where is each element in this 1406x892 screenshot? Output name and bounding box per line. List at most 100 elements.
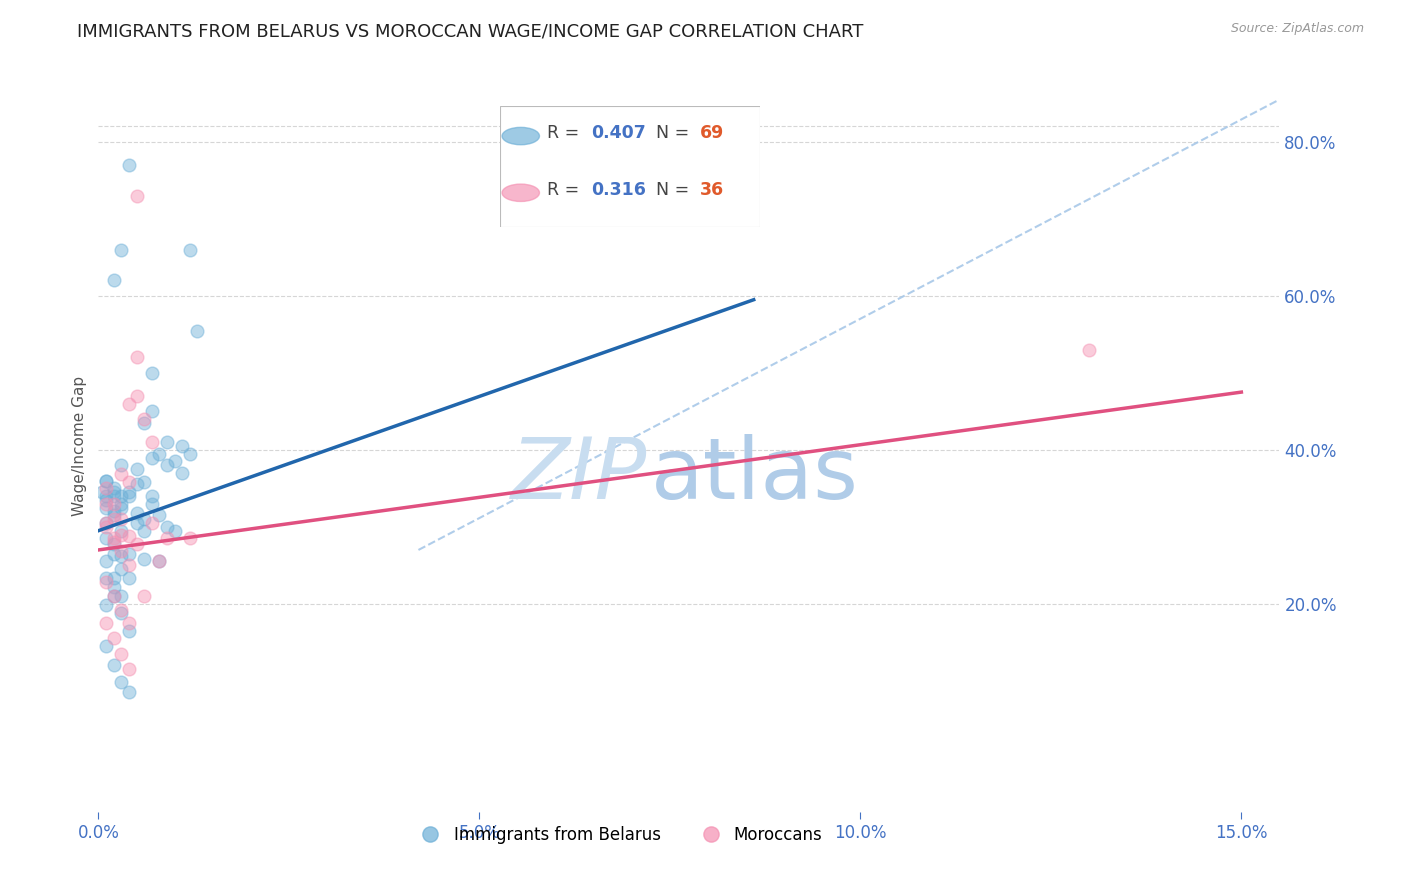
Point xyxy=(103,489,125,503)
Point xyxy=(148,554,170,568)
Point xyxy=(103,485,125,500)
Point xyxy=(125,462,148,476)
Point xyxy=(118,662,141,676)
Point xyxy=(141,497,163,511)
Point xyxy=(103,658,125,673)
Point xyxy=(141,489,163,503)
Point xyxy=(110,675,132,690)
Text: ZIP: ZIP xyxy=(512,434,648,516)
Point xyxy=(103,571,125,585)
Point xyxy=(125,506,148,520)
Point xyxy=(179,532,201,546)
Point xyxy=(118,489,141,503)
Point xyxy=(94,520,117,534)
Point xyxy=(103,504,125,518)
Point xyxy=(103,273,125,287)
Point xyxy=(179,447,201,461)
Point xyxy=(134,524,156,538)
Point xyxy=(179,243,201,257)
Point xyxy=(110,603,132,617)
Point xyxy=(134,475,156,490)
Text: atlas: atlas xyxy=(651,434,859,516)
Point xyxy=(94,481,117,495)
Point xyxy=(110,589,132,603)
Point xyxy=(125,537,148,551)
Point xyxy=(94,492,117,507)
Point xyxy=(103,481,125,495)
Point xyxy=(163,524,186,538)
Point xyxy=(103,497,125,511)
Point xyxy=(103,547,125,561)
Point xyxy=(156,520,179,534)
Point xyxy=(148,447,170,461)
Point xyxy=(148,554,170,568)
Point xyxy=(118,547,141,561)
Legend: Immigrants from Belarus, Moroccans: Immigrants from Belarus, Moroccans xyxy=(406,820,830,851)
Point xyxy=(118,685,141,699)
Point xyxy=(172,466,194,480)
Point xyxy=(103,535,125,549)
Point xyxy=(141,435,163,450)
Point xyxy=(118,529,141,543)
Point xyxy=(1078,343,1101,357)
Point xyxy=(141,404,163,418)
Point xyxy=(118,624,141,638)
Point xyxy=(141,516,163,530)
Point xyxy=(94,639,117,653)
Point xyxy=(125,477,148,491)
Point xyxy=(91,485,114,500)
Point xyxy=(94,599,117,613)
Point xyxy=(110,458,132,473)
Point xyxy=(94,489,117,503)
Point xyxy=(118,158,141,172)
Point xyxy=(110,562,132,576)
Point xyxy=(110,467,132,482)
Point xyxy=(94,500,117,515)
Point xyxy=(110,489,132,503)
Point xyxy=(110,500,132,515)
Point xyxy=(94,516,117,530)
Point xyxy=(94,571,117,585)
Point xyxy=(118,558,141,573)
Point xyxy=(156,435,179,450)
Point xyxy=(134,552,156,566)
Point xyxy=(94,575,117,590)
Point xyxy=(103,589,125,603)
Point xyxy=(118,616,141,631)
Point xyxy=(103,632,125,646)
Point xyxy=(110,527,132,541)
Point xyxy=(148,508,170,523)
Point xyxy=(103,580,125,594)
Point xyxy=(103,508,125,523)
Point xyxy=(118,397,141,411)
Point xyxy=(110,647,132,661)
Point xyxy=(103,512,125,526)
Point xyxy=(94,554,117,568)
Point xyxy=(94,532,117,546)
Text: Source: ZipAtlas.com: Source: ZipAtlas.com xyxy=(1230,22,1364,36)
Point xyxy=(110,512,132,526)
Point xyxy=(156,532,179,546)
Point xyxy=(110,497,132,511)
Point xyxy=(103,589,125,603)
Point xyxy=(163,454,186,468)
Point xyxy=(94,497,117,511)
Point xyxy=(125,516,148,530)
Point xyxy=(141,450,163,465)
Point xyxy=(125,188,148,202)
Point xyxy=(172,439,194,453)
Point xyxy=(118,485,141,500)
Point xyxy=(134,416,156,430)
Point xyxy=(134,412,156,426)
Point xyxy=(118,571,141,585)
Text: IMMIGRANTS FROM BELARUS VS MOROCCAN WAGE/INCOME GAP CORRELATION CHART: IMMIGRANTS FROM BELARUS VS MOROCCAN WAGE… xyxy=(77,22,863,40)
Point xyxy=(110,524,132,538)
Point xyxy=(110,606,132,620)
Point xyxy=(103,537,125,551)
Point xyxy=(118,475,141,490)
Point xyxy=(125,351,148,365)
Point xyxy=(110,544,132,558)
Point xyxy=(134,512,156,526)
Point xyxy=(110,549,132,563)
Point xyxy=(156,458,179,473)
